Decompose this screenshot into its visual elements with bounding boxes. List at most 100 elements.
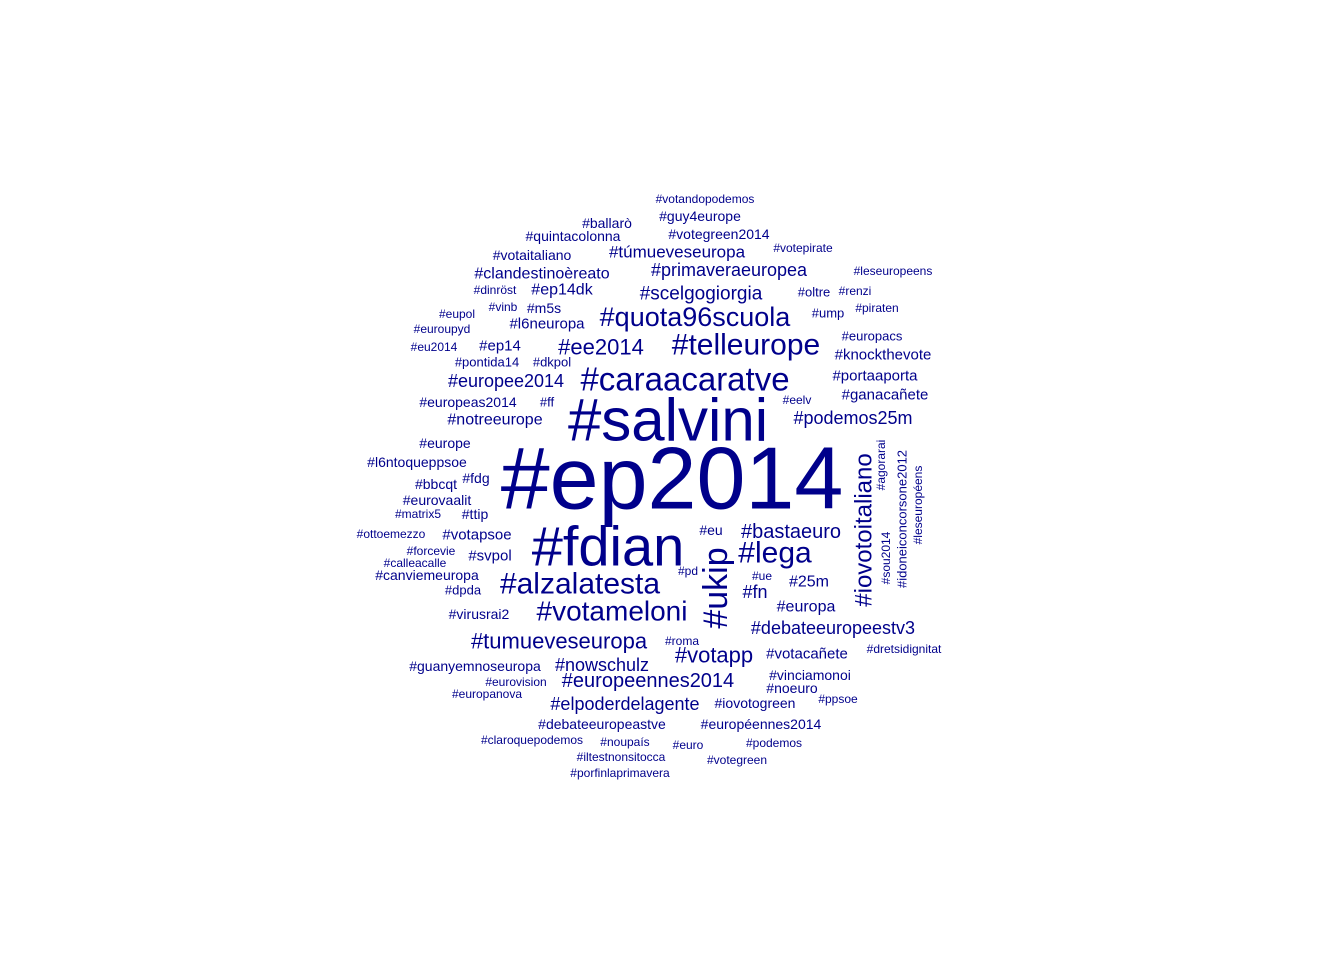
cloud-word: #roma (665, 634, 699, 648)
cloud-word: #votapsoe (442, 527, 511, 544)
cloud-word: #noupaís (600, 735, 649, 749)
cloud-word: #votandopodemos (656, 192, 755, 206)
cloud-word: #bastaeuro (741, 521, 841, 543)
cloud-word: #podemos25m (793, 408, 912, 428)
cloud-word: #podemos (746, 736, 802, 750)
cloud-word: #iovotoitaliano (851, 453, 878, 606)
cloud-word: #europee2014 (448, 371, 564, 391)
cloud-word: #dretsidignitat (867, 642, 942, 656)
cloud-word: #quintacolonna (526, 228, 621, 244)
cloud-word: #salvini (568, 387, 768, 454)
cloud-word: #europeennes2014 (562, 670, 734, 692)
cloud-word: #leseuropéens (911, 466, 925, 545)
cloud-word: #alzalatesta (500, 568, 660, 601)
cloud-word: #scelgogiorgia (640, 284, 763, 305)
cloud-word: #ukip (697, 547, 735, 628)
cloud-word: #euroupyd (414, 322, 471, 336)
cloud-word: #debateeuropeastve (538, 716, 666, 732)
cloud-word: #eelv (783, 393, 812, 407)
cloud-word: #agorarai (874, 440, 888, 491)
cloud-word: #virusrai2 (449, 606, 510, 622)
cloud-word: #europanova (452, 687, 522, 701)
cloud-word: #votaitaliano (493, 247, 572, 263)
cloud-word: #fn (742, 582, 767, 602)
cloud-word: #ue (752, 569, 772, 583)
cloud-word: #eupol (439, 307, 475, 321)
cloud-word: #renzi (839, 284, 872, 298)
cloud-word: #svpol (468, 548, 511, 565)
cloud-word: #eurovaalit (403, 492, 472, 508)
cloud-word: #túmueveseuropa (609, 243, 746, 262)
cloud-word: #quota96scuola (600, 302, 792, 332)
cloud-word: #ganacañete (842, 387, 929, 404)
cloud-word: #dinröst (474, 283, 517, 297)
cloud-word: #ep14dk (531, 282, 593, 299)
cloud-word: #l6ntoqueppsoe (367, 454, 467, 470)
cloud-word: #25m (789, 574, 829, 591)
cloud-word: #ttip (462, 506, 489, 522)
cloud-word: #ump (812, 306, 845, 321)
cloud-word: #pd (678, 564, 698, 578)
cloud-word: #guy4europe (659, 208, 741, 224)
cloud-word: #calleacalle (384, 556, 447, 570)
cloud-word: #eu (699, 522, 722, 538)
word-cloud-words: #ep2014#salvini #fdian #caraacaratve#telle… (357, 192, 942, 780)
cloud-word: #canviemeuropa (375, 567, 479, 583)
cloud-word: #claroquepodemos (481, 733, 583, 747)
cloud-word: #pontida14 (455, 355, 519, 370)
cloud-word: #iovotogreen (715, 695, 796, 711)
cloud-word: #noeuro (766, 680, 818, 696)
cloud-word: #guanyemnoseuropa (409, 658, 541, 674)
cloud-word: #votegreen2014 (668, 226, 769, 242)
cloud-word: #clandestinoèreato (474, 266, 609, 283)
cloud-word: #européennes2014 (701, 716, 822, 732)
cloud-word: #bbcqt (415, 476, 457, 492)
cloud-word: #idoneiconcorsone2012 (895, 450, 910, 588)
cloud-word: #matrix5 (395, 507, 441, 521)
cloud-word: #fdian (532, 515, 685, 578)
cloud-word: #debateeuropeestv3 (751, 618, 915, 638)
cloud-word: #europeas2014 (419, 394, 517, 410)
cloud-word: #dkpol (533, 355, 571, 370)
cloud-word: #knockthevote (835, 347, 932, 364)
cloud-word: #europe (419, 435, 471, 451)
cloud-word: #dpda (445, 583, 482, 598)
cloud-word: #votacañete (766, 646, 848, 663)
cloud-word: #caraacaratve (580, 361, 789, 398)
cloud-word: #sou2014 (879, 531, 893, 584)
cloud-word: #eurovision (485, 675, 546, 689)
cloud-word: #europacs (842, 329, 903, 344)
cloud-word: #piraten (855, 301, 898, 315)
cloud-word: #ottoemezzo (357, 527, 426, 541)
cloud-word: #l6neuropa (509, 316, 585, 333)
cloud-word: #forcevie (407, 544, 456, 558)
cloud-word: #euro (673, 738, 704, 752)
cloud-word: #tumueveseuropa (471, 629, 648, 654)
cloud-word: #votegreen (707, 753, 767, 767)
cloud-word: #lega (738, 537, 812, 570)
cloud-word: #votameloni (537, 596, 688, 627)
cloud-word: #votepirate (773, 241, 833, 255)
cloud-word: #ballarò (582, 215, 632, 231)
cloud-word: #eu2014 (411, 340, 458, 354)
cloud-word: #leseuropeens (854, 264, 933, 278)
cloud-word: #elpoderdelagente (550, 694, 699, 714)
cloud-word: #ff (540, 395, 555, 410)
cloud-word: #europa (777, 599, 836, 616)
cloud-word: #nowschulz (555, 655, 649, 675)
cloud-word: #ep14 (479, 338, 521, 355)
cloud-word: #iltestnonsitocca (577, 750, 666, 764)
cloud-word: #m5s (527, 300, 561, 316)
cloud-word: #vinb (489, 300, 518, 314)
cloud-word: #porfinlaprimavera (570, 766, 670, 780)
cloud-word: #votapp (675, 643, 753, 668)
cloud-word: #ppsoe (818, 692, 858, 706)
cloud-word: #fdg (462, 470, 489, 486)
cloud-word: #ee2014 (558, 335, 644, 360)
cloud-word: #vinciamonoi (769, 667, 851, 683)
cloud-word: #oltre (798, 285, 831, 300)
cloud-word: #notreeurope (447, 412, 542, 429)
cloud-word: #portaaporta (832, 368, 918, 385)
cloud-word: #primaveraeuropea (651, 260, 808, 280)
